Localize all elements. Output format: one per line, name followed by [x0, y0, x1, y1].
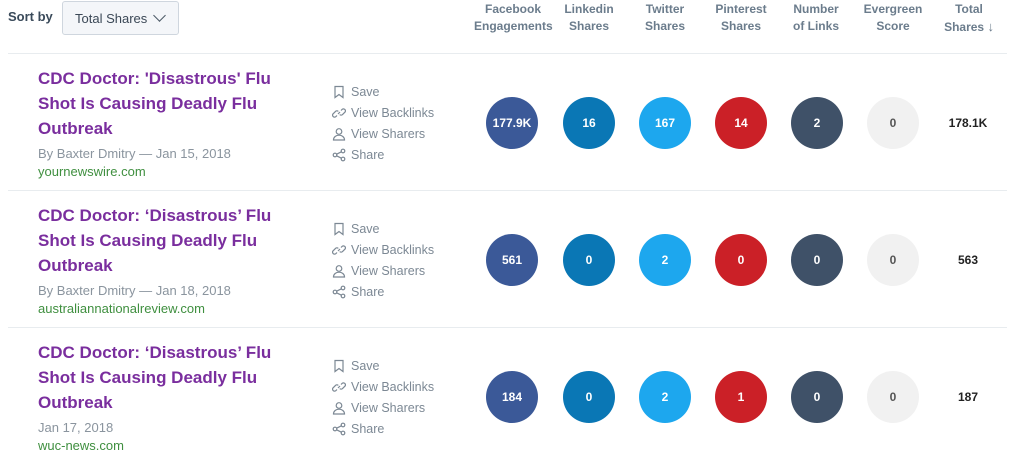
- article-row: CDC Doctor: ‘Disastrous’ Flu Shot Is Cau…: [8, 190, 1007, 327]
- twitter-shares-badge[interactable]: 167: [639, 97, 691, 149]
- bookmark-icon: [334, 222, 344, 236]
- evergreen-score-badge: 0: [867, 97, 919, 149]
- chevron-down-icon: [153, 9, 167, 22]
- pinterest-shares-badge[interactable]: 1: [715, 371, 767, 423]
- sort-desc-arrow-icon: ↓: [987, 19, 994, 34]
- twitter-shares-badge[interactable]: 2: [639, 371, 691, 423]
- article-actions: Save View Backlinks View Sharers Share: [332, 355, 434, 439]
- pinterest-shares-badge[interactable]: 0: [715, 234, 767, 286]
- total-shares-value: 563: [957, 253, 979, 267]
- pinterest-shares-badge[interactable]: 14: [715, 97, 767, 149]
- view-sharers-label: View Sharers: [351, 400, 426, 415]
- share-button[interactable]: Share: [332, 281, 434, 302]
- column-header-evergreen[interactable]: Evergreen Score: [863, 2, 923, 33]
- article-byline: Jan 17, 2018: [38, 420, 114, 435]
- sort-select-value: Total Shares: [75, 10, 148, 26]
- sort-select[interactable]: Total Shares: [62, 1, 179, 35]
- linkedin-shares-badge[interactable]: 0: [563, 371, 615, 423]
- linkedin-shares-badge[interactable]: 16: [563, 97, 615, 149]
- view-sharers-button[interactable]: View Sharers: [332, 260, 434, 281]
- column-header-total[interactable]: Total Shares ↓: [938, 1, 1000, 36]
- bookmark-icon: [334, 85, 344, 99]
- view-backlinks-button[interactable]: View Backlinks: [332, 376, 434, 397]
- article-row: CDC Doctor: 'Disastrous' Flu Shot Is Cau…: [8, 53, 1007, 190]
- total-shares-value: 178.1K: [948, 116, 988, 130]
- save-label: Save: [351, 358, 380, 373]
- view-sharers-label: View Sharers: [351, 126, 426, 141]
- user-icon: [332, 401, 346, 415]
- column-header-linkedin[interactable]: Linkedin Shares: [564, 2, 614, 33]
- article-domain[interactable]: wuc-news.com: [38, 438, 124, 453]
- facebook-engagements-badge[interactable]: 177.9K: [486, 97, 538, 149]
- save-label: Save: [351, 221, 380, 236]
- view-backlinks-button[interactable]: View Backlinks: [332, 239, 434, 260]
- column-header-twitter[interactable]: Twitter Shares: [644, 2, 686, 33]
- save-button[interactable]: Save: [332, 355, 434, 376]
- save-button[interactable]: Save: [332, 81, 434, 102]
- article-actions: Save View Backlinks View Sharers Share: [332, 218, 434, 302]
- view-backlinks-label: View Backlinks: [351, 105, 435, 120]
- linkedin-shares-badge[interactable]: 0: [563, 234, 615, 286]
- bookmark-icon: [334, 359, 344, 373]
- facebook-engagements-badge[interactable]: 184: [486, 371, 538, 423]
- link-icon: [332, 244, 346, 255]
- evergreen-score-badge: 0: [867, 234, 919, 286]
- user-icon: [332, 127, 346, 141]
- number-of-links-badge[interactable]: 0: [791, 234, 843, 286]
- share-label: Share: [351, 147, 385, 162]
- article-byline: By Baxter Dmitry — Jan 18, 2018: [38, 283, 231, 298]
- link-icon: [332, 107, 346, 118]
- view-sharers-button[interactable]: View Sharers: [332, 397, 434, 418]
- share-icon: [332, 148, 346, 161]
- number-of-links-badge[interactable]: 0: [791, 371, 843, 423]
- column-header-total-label: Total Shares: [944, 2, 985, 34]
- article-actions: Save View Backlinks View Sharers Share: [332, 81, 434, 165]
- facebook-engagements-badge[interactable]: 561: [486, 234, 538, 286]
- number-of-links-badge[interactable]: 2: [791, 97, 843, 149]
- view-backlinks-button[interactable]: View Backlinks: [332, 102, 434, 123]
- article-title[interactable]: CDC Doctor: 'Disastrous' Flu Shot Is Cau…: [38, 69, 271, 138]
- view-backlinks-label: View Backlinks: [351, 242, 435, 257]
- share-icon: [332, 285, 346, 298]
- share-button[interactable]: Share: [332, 144, 434, 165]
- article-byline: By Baxter Dmitry — Jan 15, 2018: [38, 146, 231, 161]
- article-title[interactable]: CDC Doctor: ‘Disastrous’ Flu Shot Is Cau…: [38, 206, 272, 275]
- column-header-links[interactable]: Number of Links: [792, 2, 839, 33]
- share-icon: [332, 422, 346, 435]
- view-sharers-label: View Sharers: [351, 263, 426, 278]
- sort-by-label: Sort by: [8, 9, 53, 24]
- link-icon: [332, 381, 346, 392]
- share-button[interactable]: Share: [332, 418, 434, 439]
- view-backlinks-label: View Backlinks: [351, 379, 435, 394]
- column-header-facebook[interactable]: Facebook Engagements: [474, 2, 553, 33]
- share-label: Share: [351, 421, 385, 436]
- article-domain[interactable]: australiannationalreview.com: [38, 301, 205, 316]
- evergreen-score-badge: 0: [867, 371, 919, 423]
- column-header-pinterest[interactable]: Pinterest Shares: [715, 2, 767, 33]
- save-button[interactable]: Save: [332, 218, 434, 239]
- twitter-shares-badge[interactable]: 2: [639, 234, 691, 286]
- view-sharers-button[interactable]: View Sharers: [332, 123, 434, 144]
- article-domain[interactable]: yournewswire.com: [38, 164, 146, 179]
- share-label: Share: [351, 284, 385, 299]
- total-shares-value: 187: [957, 390, 979, 404]
- article-row: CDC Doctor: ‘Disastrous’ Flu Shot Is Cau…: [8, 327, 1007, 464]
- save-label: Save: [351, 84, 380, 99]
- user-icon: [332, 264, 346, 278]
- article-title[interactable]: CDC Doctor: ‘Disastrous’ Flu Shot Is Cau…: [38, 343, 272, 412]
